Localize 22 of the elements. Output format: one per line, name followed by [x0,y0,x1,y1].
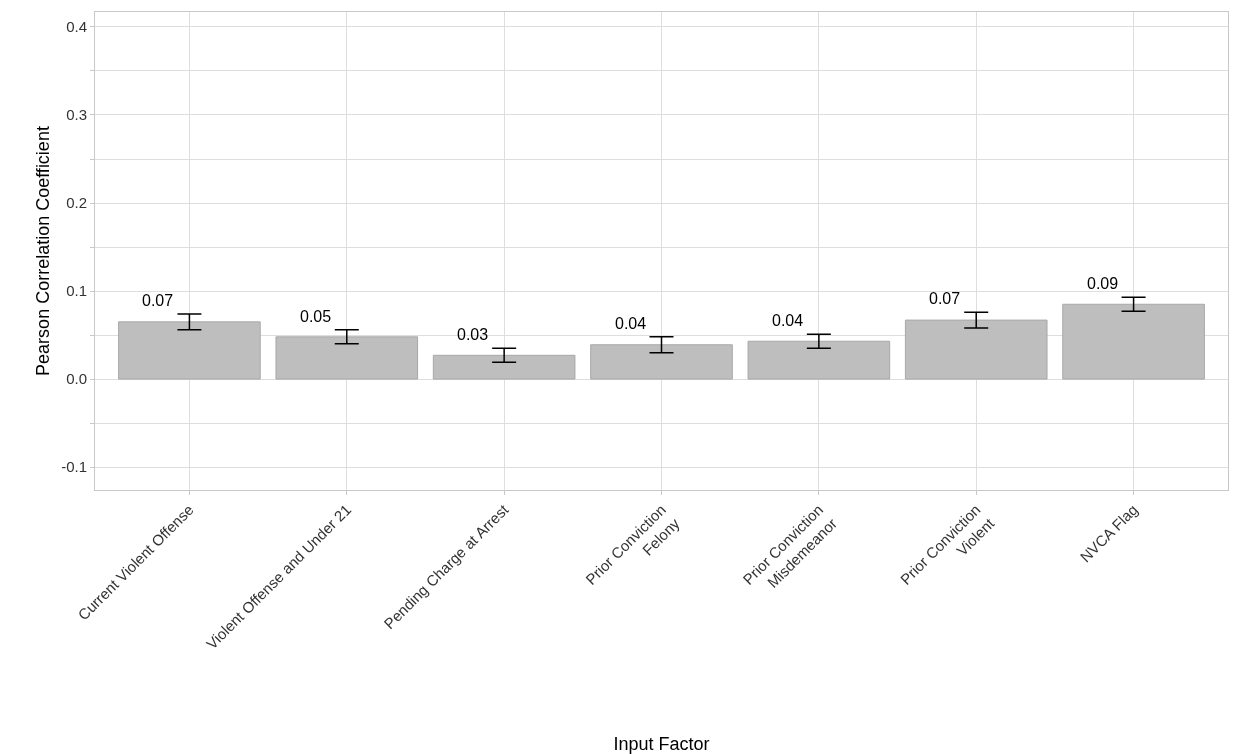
bar [747,340,891,380]
bar [904,319,1048,380]
y-tick-label: 0.2 [66,194,87,212]
data-label: 0.09 [1087,275,1119,292]
bar [275,336,419,380]
bar [432,354,576,380]
data-label: 0.04 [772,312,804,329]
text: 0.0 [66,370,87,388]
bar [1062,303,1205,380]
y-tick-label: 0.3 [66,106,87,124]
data-label: 0.04 [615,315,647,332]
data-label: 0.03 [457,326,489,343]
y-tick-label: 0.4 [66,18,87,36]
x-axis-title: Input Factor [613,734,710,754]
data-label: 0.05 [300,308,332,325]
y-tick-label: -0.1 [61,458,87,476]
y-axis-title: Pearson Correlation Coefficient [33,126,53,376]
data-label: 0.07 [929,290,961,307]
y-tick-label: 0.1 [66,282,87,300]
bar [118,321,261,380]
data-label: 0.07 [142,292,174,309]
bar [590,344,733,380]
